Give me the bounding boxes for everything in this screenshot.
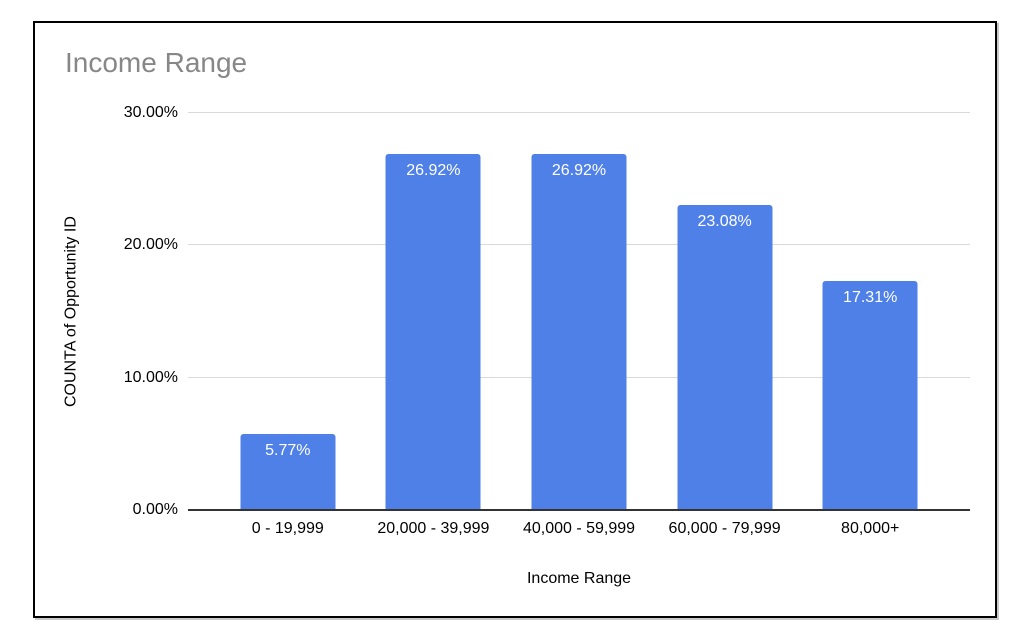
bars-layer: 5.77% 26.92% 26.92% 23.08% 17.31%: [215, 113, 943, 510]
y-tick-label: 10.00%: [123, 368, 178, 386]
x-axis-title: Income Range: [526, 570, 632, 587]
x-tick-label: 60,000 - 79,999: [668, 520, 781, 537]
bar-3[interactable]: 26.92%: [531, 153, 627, 510]
x-tick-label: 20,000 - 39,999: [377, 520, 490, 537]
bar-data-label: 23.08%: [697, 212, 752, 230]
chart-container[interactable]: Income Range COUNTA of Opportunity ID 0.…: [33, 21, 997, 618]
bar-data-label: 5.77%: [265, 441, 311, 459]
x-axis-line: [188, 509, 970, 511]
bar-2[interactable]: 26.92%: [385, 153, 481, 510]
y-tick-label: 0.00%: [132, 501, 178, 518]
x-tick-labels: 0 - 19,999 20,000 - 39,999 40,000 - 59,999…: [215, 520, 943, 542]
bar-data-label: 17.31%: [843, 288, 898, 306]
y-tick-labels: 0.00% 10.00% 20.00% 30.00%: [35, 104, 178, 518]
y-tick-label: 30.00%: [123, 104, 178, 121]
gridline: [188, 112, 970, 113]
x-tick-label: 80,000+: [841, 520, 900, 537]
y-tick-label: 20.00%: [123, 236, 178, 254]
x-tick-label: 40,000 - 59,999: [522, 520, 636, 537]
bar-data-label: 26.92%: [551, 161, 607, 179]
bar-5[interactable]: 17.31%: [822, 280, 918, 510]
bar-1[interactable]: 5.77%: [240, 433, 336, 510]
plot-area: 5.77% 26.92% 26.92% 23.08% 17.31%: [188, 112, 970, 511]
bar-data-label: 26.92%: [406, 161, 461, 179]
chart-title: Income Range: [65, 47, 248, 78]
bar-4[interactable]: 23.08%: [677, 204, 773, 510]
x-tick-label: 0 - 19,999: [251, 520, 324, 537]
